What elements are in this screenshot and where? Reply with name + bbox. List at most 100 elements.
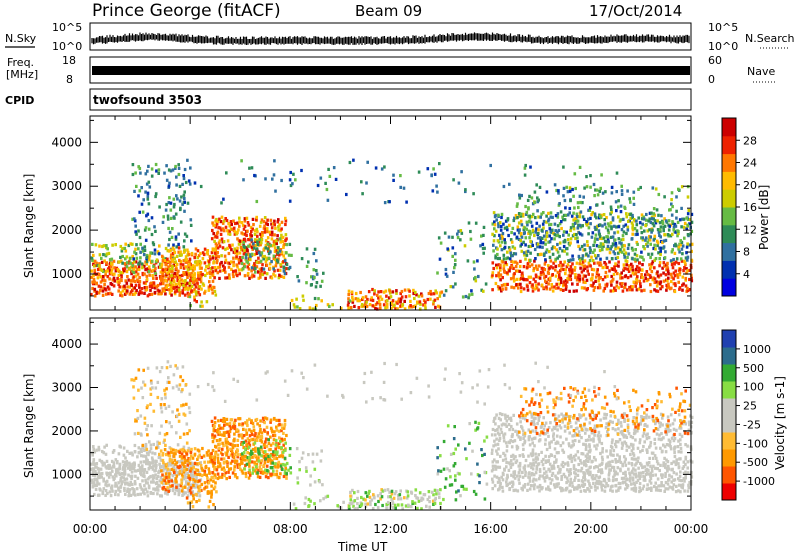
power-cell (273, 269, 276, 273)
velocity-cell (248, 434, 252, 438)
velocity-cell (667, 464, 670, 468)
velocity-cell (452, 464, 456, 468)
power-cell (169, 201, 173, 205)
velocity-cell (381, 503, 384, 508)
velocity-cell (545, 470, 548, 474)
velocity-cell (242, 434, 246, 438)
power-cell (145, 255, 149, 259)
velocity-cell (577, 478, 580, 482)
power-cell (641, 255, 644, 259)
power-cell (97, 272, 101, 277)
velocity-cell (201, 446, 204, 451)
power-cell (527, 231, 530, 235)
power-cell (534, 230, 537, 234)
power-cell (250, 275, 254, 279)
velocity-cell (275, 418, 278, 422)
power-cell (246, 273, 250, 277)
power-cell (189, 166, 192, 170)
power-cell (652, 212, 656, 216)
velocity-cell (649, 481, 653, 485)
power-cell (642, 279, 646, 283)
power-cell (256, 230, 259, 234)
power-cell (675, 209, 678, 213)
velocity-cell (255, 465, 258, 469)
velocity-cell (97, 482, 101, 486)
power-cell (104, 270, 108, 274)
velocity-cell (592, 474, 595, 478)
power-cell (533, 200, 537, 205)
power-cell (354, 297, 358, 301)
power-cell (365, 181, 368, 185)
velocity-cell (180, 458, 184, 462)
velocity-cell (642, 470, 645, 475)
power-cell (501, 260, 505, 264)
power-cell (540, 283, 544, 287)
velocity-cell (150, 424, 153, 428)
power-cell (165, 286, 168, 290)
power-cell (106, 269, 109, 273)
power-cell (197, 274, 200, 278)
power-cell (422, 298, 426, 303)
power-cell (651, 222, 655, 226)
power-cell (371, 304, 375, 308)
velocity-cell (588, 482, 591, 486)
power-cell (436, 271, 439, 275)
velocity-cell (491, 480, 495, 484)
power-cell (517, 231, 521, 235)
velocity-cell (667, 467, 671, 471)
power-cell (624, 223, 628, 227)
power-cell (435, 291, 439, 295)
power-cell (583, 243, 586, 247)
power-cell (684, 256, 688, 260)
velocity-cell (211, 440, 215, 444)
velocity-cell (100, 471, 104, 476)
power-cell (630, 246, 634, 250)
power-cell (241, 248, 245, 252)
velocity-cell (160, 494, 163, 498)
velocity-cell (181, 378, 185, 383)
velocity-cell (207, 467, 211, 471)
power-cell (688, 288, 692, 292)
velocity-cell (231, 471, 235, 475)
power-cell (659, 252, 662, 257)
velocity-cell (257, 468, 260, 472)
power-cell (593, 254, 597, 258)
velocity-cell (242, 440, 246, 444)
velocity-cell (356, 496, 359, 500)
power-cell (140, 291, 144, 295)
power-cell (227, 251, 231, 256)
velocity-cell (166, 486, 169, 490)
power-cell (556, 256, 559, 260)
power-cell (184, 180, 188, 185)
velocity-cell (143, 421, 147, 425)
power-cell (243, 224, 247, 228)
power-cell (562, 288, 565, 292)
velocity-cell (364, 491, 368, 495)
power-cell (110, 271, 113, 275)
power-cell (551, 273, 554, 277)
velocity-cell (604, 466, 608, 470)
power-cell (211, 228, 214, 233)
power-cell (508, 223, 511, 227)
power-cell (611, 279, 614, 283)
velocity-cell (225, 460, 229, 464)
power-cell (548, 234, 551, 238)
power-cell (671, 232, 674, 236)
power-cell (629, 212, 632, 217)
power-cell (429, 297, 432, 301)
velocity-cell (197, 455, 200, 459)
velocity-cell (124, 456, 127, 460)
power-cell (623, 255, 626, 259)
power-cell (599, 214, 602, 218)
power-cell (204, 268, 207, 272)
velocity-cell (462, 487, 466, 491)
velocity-cell (169, 463, 172, 467)
power-cell (635, 288, 639, 292)
power-cell (663, 224, 667, 228)
power-cell (529, 244, 533, 248)
power-cell (620, 184, 623, 188)
velocity-cell (480, 448, 483, 452)
power-cell (550, 285, 554, 289)
power-cell (648, 228, 651, 232)
power-cell (539, 273, 543, 277)
